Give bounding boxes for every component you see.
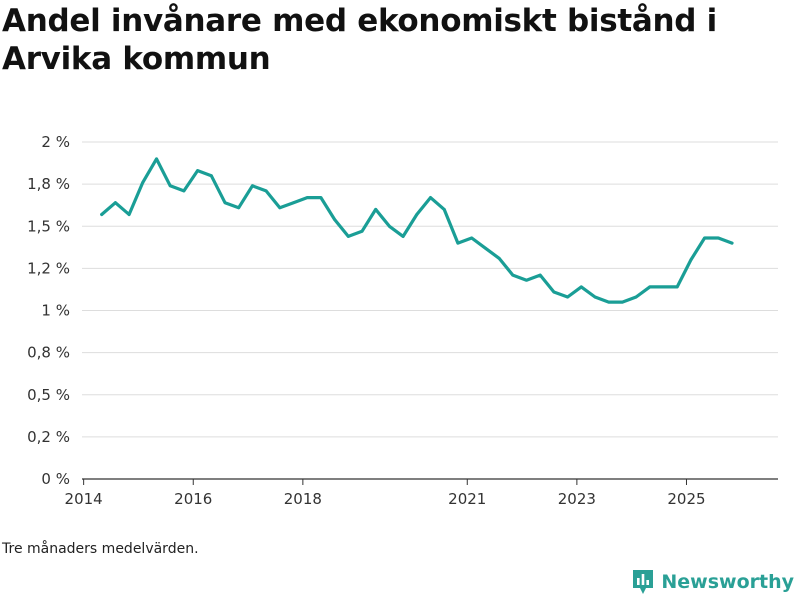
gridlines (82, 141, 778, 438)
y-tick-label: 0,5 % (27, 386, 70, 404)
data-point (470, 236, 474, 240)
bar-chart-logo-icon (633, 570, 654, 594)
data-point (703, 236, 706, 240)
data-point (114, 201, 117, 205)
brand-logo: Newsworthy (631, 568, 794, 596)
data-point (196, 169, 200, 173)
data-point (716, 236, 720, 240)
data-point (634, 295, 638, 299)
data-point (264, 189, 268, 193)
data-point (538, 273, 542, 277)
data-point (497, 256, 501, 260)
data-point (209, 174, 213, 178)
data-point (182, 189, 186, 193)
data-point (689, 258, 693, 262)
data-point (401, 234, 405, 238)
data-point (675, 285, 679, 289)
data-point (566, 295, 569, 299)
data-point (319, 196, 323, 200)
data-point (388, 224, 391, 228)
data-point (456, 241, 460, 245)
y-tick-label: 2 % (41, 133, 70, 151)
data-point (579, 285, 583, 289)
data-point (607, 300, 611, 304)
data-point (442, 208, 446, 211)
page-title: Andel invånare med ekonomiskt bistånd i … (2, 3, 717, 77)
y-tick-label: 1,5 % (27, 217, 70, 235)
y-tick-label: 0,2 % (27, 428, 70, 446)
data-point (237, 206, 241, 210)
data-point (662, 285, 665, 289)
series-layer (100, 157, 734, 304)
y-axis-tick-labels: 0 % 0,2 % 0,5 % 0,8 % 1 % 1,2 % 1,5 % 1,8 % 2 % (27, 133, 70, 488)
data-point (415, 213, 419, 216)
data-point (360, 229, 364, 233)
y-tick-label: 0 % (41, 470, 70, 488)
data-point (511, 273, 515, 277)
data-point (141, 181, 145, 184)
footnote: Tre månaders medelvärden. (2, 541, 199, 557)
data-point (374, 208, 378, 211)
x-tick-label: 2018 (284, 490, 322, 508)
data-point (168, 184, 172, 188)
data-point (525, 278, 528, 282)
x-tick-label: 2021 (448, 490, 486, 508)
x-tick-label: 2023 (558, 490, 596, 508)
data-point (620, 300, 624, 304)
data-point (552, 290, 556, 294)
data-point (483, 246, 487, 250)
y-tick-label: 1,2 % (27, 259, 70, 277)
data-point (333, 218, 337, 221)
data-point (593, 295, 597, 299)
x-tick-label: 2025 (667, 490, 705, 508)
data-point (346, 234, 350, 238)
data-point (100, 213, 104, 216)
y-tick-label: 0,8 % (27, 344, 70, 362)
brand-name: Newsworthy (661, 571, 794, 593)
data-point (251, 184, 254, 188)
x-axis-ticks: 2014 2016 2018 2021 2023 2025 (65, 479, 706, 508)
data-point (292, 201, 295, 205)
x-tick-label: 2014 (65, 490, 103, 508)
data-point (155, 157, 158, 161)
data-point (429, 196, 432, 200)
data-point (278, 206, 282, 210)
data-point (648, 285, 652, 289)
data-point (223, 201, 227, 205)
data-point (127, 213, 131, 216)
y-tick-label: 1 % (41, 302, 70, 320)
data-point (730, 241, 734, 245)
x-tick-label: 2016 (174, 490, 212, 508)
y-tick-label: 1,8 % (27, 175, 70, 193)
data-point (305, 196, 309, 200)
series-line (100, 157, 734, 304)
